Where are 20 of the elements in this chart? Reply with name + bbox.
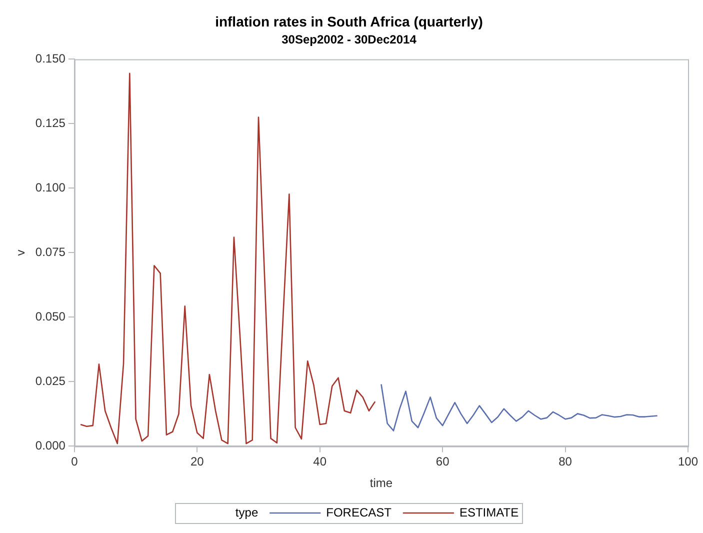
legend-label: ESTIMATE [459, 505, 519, 520]
chart-subtitle: 30Sep2002 - 30Dec2014 [282, 32, 417, 46]
y-tick-label: 0.125 [35, 116, 66, 130]
x-tick-label: 80 [558, 454, 572, 469]
x-tick-label: 40 [313, 454, 327, 469]
y-tick-label: 0.025 [35, 374, 66, 388]
legend-title: type [235, 505, 258, 520]
y-tick-label: 0.100 [35, 180, 66, 195]
x-axis-title: time [370, 476, 393, 490]
x-tick-label: 0 [71, 454, 78, 469]
y-tick-label: 0.050 [35, 310, 66, 324]
y-axis-title: v [14, 250, 28, 256]
x-tick-label: 20 [190, 454, 204, 469]
legend-label: FORECAST [326, 505, 392, 520]
x-tick-label: 60 [436, 454, 450, 469]
y-tick-label: 0.075 [35, 245, 66, 260]
y-tick-label: 0.000 [35, 438, 66, 453]
chart-title: inflation rates in South Africa (quarterly) [215, 13, 483, 30]
x-tick-label: 100 [678, 454, 698, 469]
y-tick-label: 0.150 [35, 52, 66, 66]
